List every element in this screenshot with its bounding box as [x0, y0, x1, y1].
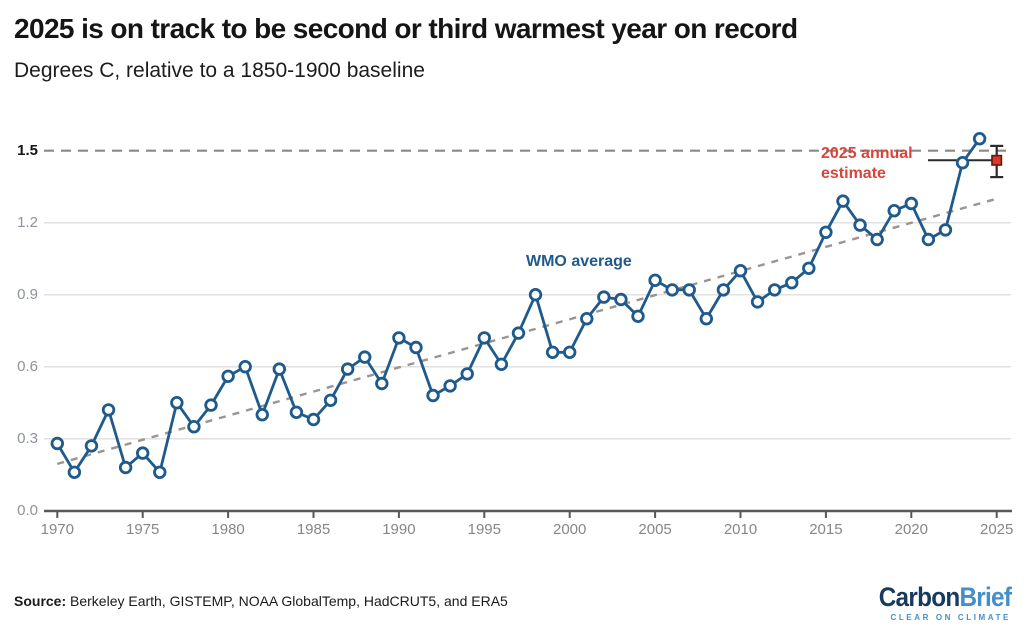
x-axis-label-1980: 1980 — [211, 521, 245, 538]
data-point-1978 — [187, 420, 201, 434]
data-point-1995 — [477, 331, 492, 345]
data-point-2011 — [750, 295, 765, 309]
data-point-2009 — [716, 283, 731, 297]
data-point-1970 — [50, 436, 65, 451]
data-point-1987 — [340, 362, 355, 376]
data-point-1994 — [460, 367, 474, 381]
data-point-1973 — [101, 403, 116, 417]
data-point-2014 — [802, 261, 816, 276]
data-point-2013 — [785, 276, 799, 290]
chart-subtitle: Degrees C, relative to a 1850-1900 basel… — [14, 59, 425, 82]
y-axis-label-1.2: 1.2 — [17, 213, 38, 231]
x-axis-label-1985: 1985 — [296, 521, 331, 538]
data-point-1999 — [545, 345, 560, 360]
data-point-2010 — [733, 264, 748, 278]
series-label-wmo-average: WMO average — [526, 253, 632, 270]
data-point-2005 — [648, 273, 662, 288]
data-point-1979 — [204, 398, 218, 412]
trend-line — [56, 197, 998, 466]
data-point-2008 — [699, 312, 714, 326]
carbonbrief-logo: CarbonBrief CLEAR ON CLIMATE — [864, 582, 1012, 622]
data-point-1989 — [375, 376, 389, 391]
data-point-1990 — [392, 331, 406, 345]
x-axis-label-1990: 1990 — [382, 521, 416, 538]
x-axis-label-2015: 2015 — [809, 521, 843, 538]
data-point-1993 — [443, 379, 457, 393]
x-axis-label-2020: 2020 — [894, 521, 928, 538]
source-list: Berkeley Earth, GISTEMP, NOAA GlobalTemp… — [66, 593, 508, 609]
y-axis-label-0.3: 0.3 — [17, 429, 38, 447]
data-point-2022 — [938, 223, 953, 237]
x-axis-label-1975: 1975 — [126, 521, 160, 538]
data-point-2004 — [631, 309, 645, 324]
data-point-1974 — [118, 460, 133, 475]
data-point-1982 — [255, 408, 269, 422]
x-axis-label-2000: 2000 — [553, 521, 587, 538]
data-point-2002 — [597, 290, 611, 304]
source-label: Source: — [14, 593, 67, 609]
data-point-2024 — [972, 131, 987, 146]
data-point-2007 — [682, 283, 696, 297]
logo-brief: Brief — [959, 582, 1011, 612]
data-point-1992 — [426, 388, 440, 403]
data-point-2003 — [614, 292, 628, 307]
y-axis-label-0.6: 0.6 — [17, 357, 38, 375]
data-point-2020 — [904, 196, 919, 211]
chart-title: 2025 is on track to be second or third w… — [14, 13, 798, 44]
data-point-1971 — [67, 465, 82, 480]
data-point-1984 — [289, 405, 304, 420]
x-axis-label-2010: 2010 — [723, 521, 758, 538]
data-point-2000 — [563, 345, 577, 360]
data-point-1988 — [358, 350, 372, 364]
logo-tagline: CLEAR ON CLIMATE — [890, 613, 1011, 622]
data-point-1983 — [272, 362, 287, 376]
data-point-1980 — [221, 369, 235, 384]
data-point-1975 — [135, 446, 150, 460]
x-axis-label-1970: 1970 — [40, 521, 74, 538]
data-point-2019 — [887, 203, 901, 218]
y-axis-label-0.0: 0.0 — [17, 501, 38, 519]
estimate-marker-2025 — [991, 154, 1003, 166]
annotation-2025-estimate: 2025 annual estimate — [821, 145, 913, 182]
data-point-2012 — [767, 283, 782, 297]
x-axis-label-1995: 1995 — [467, 521, 501, 538]
data-point-1991 — [409, 340, 423, 355]
logo-wordmark: CarbonBrief — [878, 582, 1012, 612]
source-text: Source: Berkeley Earth, GISTEMP, NOAA Gl… — [14, 593, 508, 609]
x-axis-label-2025: 2025 — [980, 521, 1014, 538]
data-point-1986 — [323, 393, 338, 408]
data-point-2001 — [580, 312, 594, 326]
data-point-2016 — [836, 194, 850, 208]
data-point-1981 — [238, 360, 252, 374]
data-point-1972 — [84, 439, 99, 453]
data-point-1976 — [153, 465, 167, 480]
data-point-2023 — [955, 155, 970, 170]
data-point-1997 — [511, 326, 526, 340]
data-point-1977 — [170, 396, 184, 410]
y-axis-label-1.5: 1.5 — [17, 141, 38, 159]
data-point-2018 — [870, 232, 884, 247]
data-point-1998 — [528, 288, 543, 302]
x-axis-label-2005: 2005 — [638, 521, 672, 538]
data-point-2006 — [665, 283, 679, 297]
data-point-1985 — [306, 412, 321, 427]
data-point-2021 — [921, 232, 936, 247]
data-point-2015 — [819, 225, 833, 240]
y-axis-label-0.9: 0.9 — [17, 285, 38, 303]
logo-carbon: Carbon — [878, 582, 960, 612]
data-point-1996 — [494, 357, 509, 372]
data-point-2017 — [853, 218, 867, 232]
